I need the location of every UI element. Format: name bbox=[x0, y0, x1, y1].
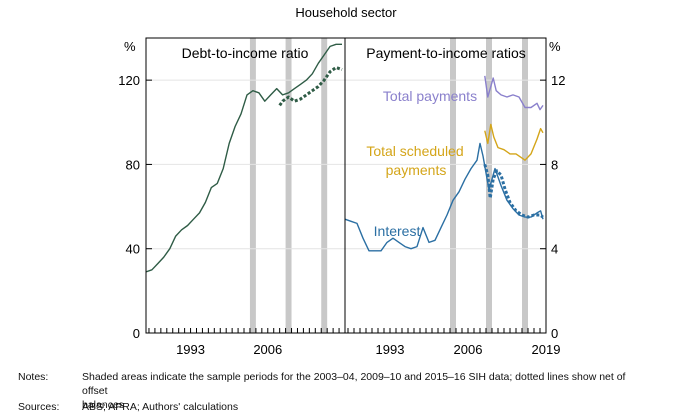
sources-label: Sources: bbox=[18, 401, 60, 413]
panel-title-right: Payment-to-income ratios bbox=[366, 45, 526, 61]
plot-border bbox=[145, 37, 547, 334]
shaded-period bbox=[522, 38, 528, 333]
x-tick-label: 2019 bbox=[532, 342, 561, 357]
chart-text: 0 40 80 120 0 4 8 12 1993 2006 1993 2006 2019 Househo… bbox=[118, 5, 565, 357]
y-unit-left: % bbox=[124, 39, 136, 54]
notes-text: Shaded areas indicate the sample periods… bbox=[82, 370, 652, 412]
x-tick-label: 2006 bbox=[454, 342, 483, 357]
series-line bbox=[484, 123, 544, 161]
panel-title-left: Debt-to-income ratio bbox=[182, 45, 309, 61]
notes-line-2: balances bbox=[82, 399, 125, 411]
series-lines bbox=[145, 43, 544, 273]
notes-line-1: Shaded areas indicate the sample periods… bbox=[82, 371, 626, 397]
y-tick-label-right: 12 bbox=[551, 73, 565, 88]
y-tick-label-left: 120 bbox=[118, 73, 140, 88]
series-line bbox=[484, 75, 544, 111]
series-annotation: payments bbox=[386, 162, 447, 178]
y-tick-label-right: 8 bbox=[551, 157, 558, 172]
y-tick-label-left: 80 bbox=[126, 157, 140, 172]
series-annotation: Total payments bbox=[383, 88, 477, 104]
y-unit-right: % bbox=[549, 39, 561, 54]
y-tick-label-left: 0 bbox=[133, 326, 140, 341]
series-line bbox=[278, 66, 343, 107]
shaded-period bbox=[285, 38, 292, 333]
series-annotation: Interest bbox=[374, 223, 421, 239]
series-line bbox=[145, 43, 342, 273]
chart-title: Household sector bbox=[295, 5, 397, 20]
y-tick-label-right: 4 bbox=[551, 242, 558, 257]
x-tick-label: 2006 bbox=[253, 342, 282, 357]
series-line bbox=[483, 163, 544, 219]
y-tick-label-right: 0 bbox=[551, 326, 558, 341]
series-annotation: Total scheduled bbox=[366, 143, 463, 159]
chart-frame bbox=[145, 37, 547, 334]
shaded-period bbox=[450, 38, 456, 333]
shaded-period bbox=[321, 38, 328, 333]
chart: 0 40 80 120 0 4 8 12 1993 2006 1993 2006 2019 Househo… bbox=[118, 5, 565, 357]
x-tick-label: 1993 bbox=[376, 342, 405, 357]
notes-label: Notes: bbox=[18, 371, 49, 383]
shaded-period bbox=[249, 38, 256, 333]
x-tick-label: 1993 bbox=[176, 342, 205, 357]
y-tick-label-left: 40 bbox=[126, 242, 140, 257]
sources-text: ABS; APRA; Authors' calculations bbox=[82, 401, 239, 413]
